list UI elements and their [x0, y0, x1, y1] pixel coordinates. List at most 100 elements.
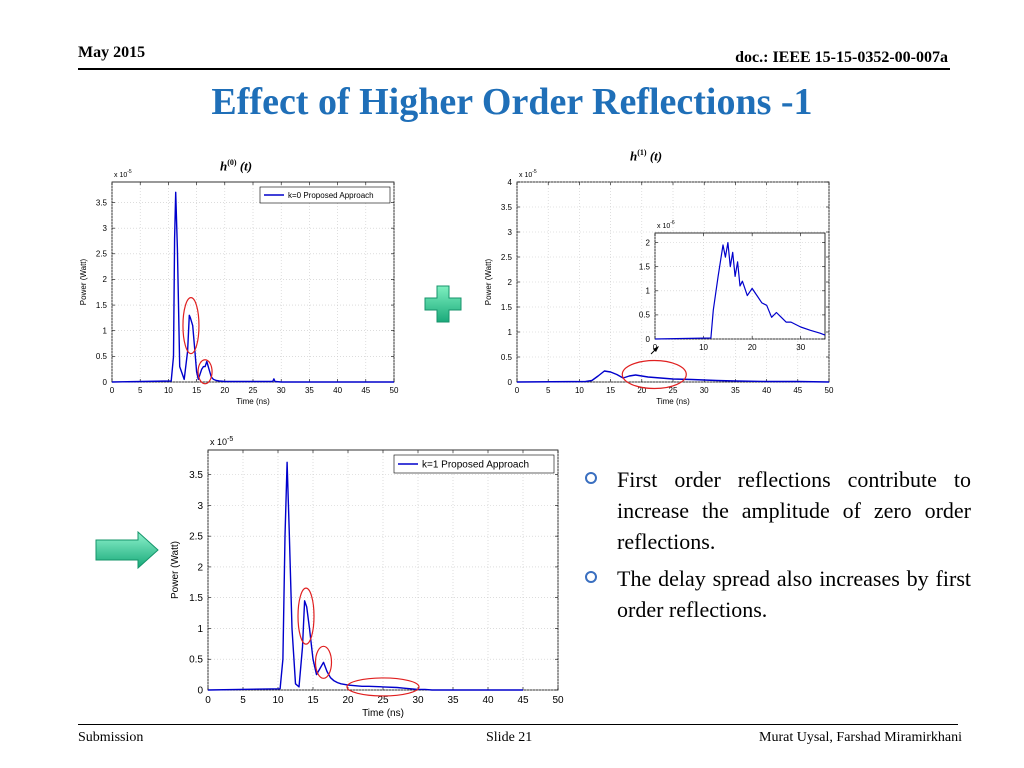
x-axis-label: Time (ns) — [656, 397, 690, 406]
y-tick-label: 0 — [103, 378, 108, 387]
footer-slide-number: Slide 21 — [486, 730, 533, 745]
x-tick-label: 10 — [164, 386, 173, 395]
y-scale-label: x 10-5 — [519, 169, 537, 179]
y-tick-label: 2 — [103, 275, 108, 284]
y-tick-label: 0 — [508, 378, 513, 387]
y-tick-label: 0.5 — [189, 655, 203, 666]
y-tick-label: 2.5 — [96, 250, 108, 259]
x-tick-label: 25 — [669, 386, 678, 395]
x-tick-label: 50 — [825, 386, 834, 395]
bullet-list: First order reflections contribute to in… — [585, 464, 971, 631]
x-tick-label: 0 — [205, 695, 211, 706]
highlight-ellipse — [182, 296, 200, 355]
slide-title: Effect of Higher Order Reflections -1 — [211, 81, 813, 123]
arrow-right-icon — [95, 530, 159, 570]
y-axis-label: Power (Watt) — [484, 258, 493, 305]
x-tick-label: 0 — [515, 386, 520, 395]
y-tick-label: 1 — [646, 287, 651, 296]
formula-h0: h(0) (t) — [220, 158, 253, 174]
chart-total: 0 5 10 15 20 25 30 35 40 45 50 0 0.5 1 1.5 2 2.5 3 3.5 x 10… — [170, 436, 564, 719]
x-tick-label: 45 — [361, 386, 370, 395]
highlight-ellipse — [197, 359, 213, 385]
x-tick-label: 40 — [762, 386, 771, 395]
footer-authors: Murat Uysal, Farshad Miramirkhani — [759, 730, 962, 745]
y-tick-label: 3 — [508, 228, 513, 237]
y-axis-label: Power (Watt) — [79, 258, 88, 305]
x-tick-label: 0 — [653, 343, 658, 352]
legend-entry: k=0 Proposed Approach — [288, 191, 374, 200]
series-line — [111, 191, 394, 383]
x-tick-label: 30 — [412, 695, 424, 706]
inset-pointer-head — [653, 346, 659, 352]
inset-series-line — [654, 241, 826, 340]
x-tick-label: 20 — [220, 386, 229, 395]
y-tick-label: 2 — [197, 562, 203, 573]
y-tick-label: 1.5 — [96, 301, 108, 310]
x-tick-label: 25 — [377, 695, 389, 706]
highlight-ellipse — [621, 359, 687, 390]
y-tick-label: 3 — [197, 501, 203, 512]
y-tick-label: 0 — [197, 686, 203, 697]
y-tick-label: 3.5 — [501, 203, 513, 212]
y-axis-label: Power (Watt) — [170, 541, 181, 599]
x-tick-label: 35 — [447, 695, 459, 706]
x-tick-label: 10 — [699, 343, 708, 352]
y-scale-label: x 10-5 — [210, 436, 233, 447]
x-tick-label: 40 — [333, 386, 342, 395]
footer-divider — [78, 724, 958, 725]
x-tick-label: 35 — [731, 386, 740, 395]
legend-box — [259, 186, 391, 204]
y-tick-label: 2 — [508, 278, 513, 287]
bullet-circle-icon — [585, 571, 597, 583]
x-tick-label: 40 — [482, 695, 494, 706]
x-tick-label: 35 — [305, 386, 314, 395]
y-tick-label: 2.5 — [501, 253, 513, 262]
y-tick-label: 1 — [103, 327, 108, 336]
y-tick-label: 0.5 — [639, 311, 651, 320]
x-axis-label: Time (ns) — [236, 397, 270, 406]
series-line — [207, 461, 523, 691]
y-scale-label: x 10-6 — [657, 220, 675, 230]
y-tick-label: 0.5 — [501, 353, 513, 362]
y-tick-label: 4 — [508, 178, 513, 187]
x-tick-label: 10 — [575, 386, 584, 395]
bullet-circle-icon — [585, 472, 597, 484]
y-tick-label: 2 — [646, 238, 651, 247]
x-tick-label: 25 — [249, 386, 258, 395]
x-tick-label: 5 — [240, 695, 246, 706]
bullet-item: The delay spread also increases by first… — [585, 563, 971, 625]
x-tick-label: 50 — [552, 695, 564, 706]
bullet-item: First order reflections contribute to in… — [585, 464, 971, 557]
y-tick-label: 2.5 — [189, 532, 203, 543]
formula-h1: h(1) (t) — [630, 148, 663, 164]
x-tick-label: 30 — [796, 343, 805, 352]
legend-entry: k=1 Proposed Approach — [422, 460, 529, 471]
bullet-text: First order reflections contribute to in… — [617, 467, 971, 554]
y-tick-label: 0 — [646, 335, 651, 344]
x-tick-label: 15 — [192, 386, 201, 395]
footer-left: Submission — [78, 730, 144, 745]
header-divider — [78, 68, 950, 70]
series-line — [516, 370, 830, 383]
y-tick-label: 1.5 — [639, 263, 651, 272]
y-tick-label: 3.5 — [189, 470, 203, 481]
header-date: May 2015 — [78, 44, 146, 61]
x-tick-label: 20 — [637, 386, 646, 395]
highlight-ellipse — [346, 677, 420, 697]
x-tick-label: 15 — [307, 695, 319, 706]
y-tick-label: 1.5 — [501, 303, 513, 312]
highlight-ellipse — [297, 587, 315, 645]
y-tick-label: 1 — [197, 624, 203, 635]
legend-box — [393, 454, 555, 474]
x-tick-label: 30 — [277, 386, 286, 395]
x-tick-label: 0 — [110, 386, 115, 395]
y-tick-label: 3 — [103, 224, 108, 233]
x-tick-label: 10 — [272, 695, 284, 706]
x-tick-label: 5 — [546, 386, 551, 395]
highlight-ellipse — [314, 645, 333, 679]
y-tick-label: 1.5 — [189, 593, 203, 604]
y-tick-label: 0.5 — [96, 352, 108, 361]
x-axis-label: Time (ns) — [362, 708, 404, 719]
x-tick-label: 20 — [342, 695, 354, 706]
